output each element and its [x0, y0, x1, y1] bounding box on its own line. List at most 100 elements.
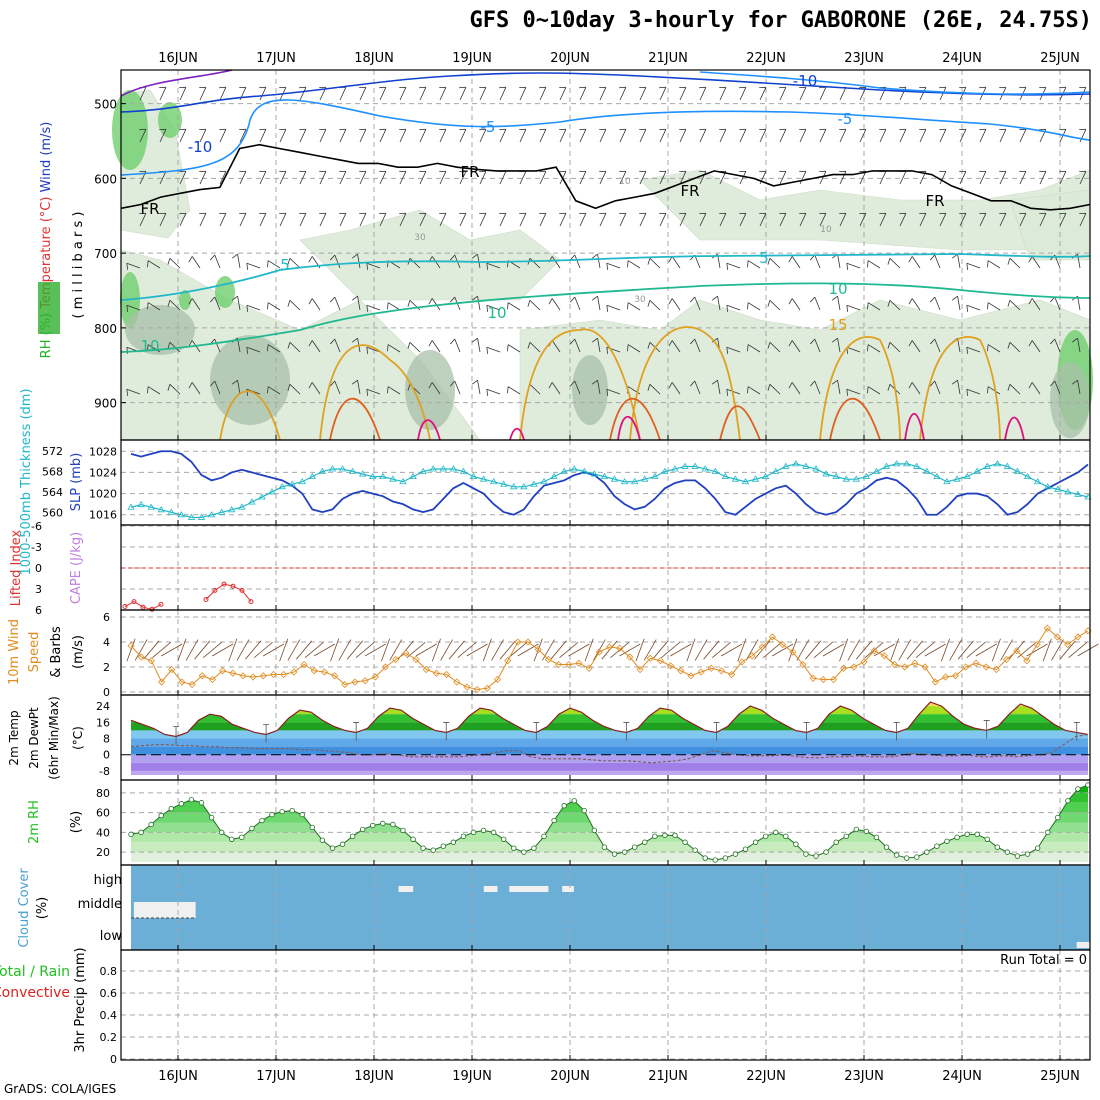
wind-barb [299, 212, 307, 227]
surface-barb-staff [966, 641, 986, 659]
rh-point [521, 849, 527, 855]
surface-barb-staff [822, 643, 845, 657]
barb-flag [308, 256, 313, 263]
thickness-point [137, 500, 145, 508]
barb-flag [479, 170, 486, 172]
temp-tick-label: 8 [103, 733, 110, 746]
barb-staff [966, 304, 981, 311]
lifted-index-point [122, 604, 128, 609]
surface-wind-barb [304, 641, 324, 659]
barb-staff [769, 299, 781, 311]
thickness-point [973, 467, 981, 474]
thickness-point [711, 467, 719, 474]
barb-flag [167, 300, 171, 307]
barb-staff [627, 260, 641, 269]
rh-point [631, 844, 638, 850]
wind-speed-point [280, 670, 288, 679]
top-x-label: 19JUN [452, 51, 492, 66]
wind-barb [759, 86, 767, 101]
wind-barb [287, 383, 301, 395]
wind-barb [199, 212, 207, 227]
wind-barb [351, 295, 361, 311]
wind-barb [399, 170, 407, 185]
wind-barb [407, 341, 421, 353]
barb-flag [439, 212, 446, 214]
barb-flag [619, 212, 626, 214]
surface-wind-barb [1051, 639, 1064, 661]
top-x-label: 18JUN [354, 51, 394, 66]
thickness-point [288, 480, 296, 487]
surface-barb-staff [924, 643, 946, 657]
top-x-label: 16JUN [158, 51, 198, 66]
surface-barb-staff [236, 639, 250, 661]
rh-point [571, 798, 577, 804]
thickness-point [369, 472, 377, 480]
barb-flag [279, 128, 286, 130]
wind-barb [450, 380, 461, 395]
thickness-point [197, 513, 206, 520]
slp-tick-label: 1016 [89, 509, 117, 522]
barb-flag [559, 170, 566, 172]
wind-speed-point [168, 665, 176, 674]
rh-point [470, 829, 477, 836]
wind-barb [668, 298, 681, 311]
wind-barb [839, 212, 847, 227]
barb-flag [859, 212, 866, 214]
barb-staff [477, 296, 481, 311]
wind-barb [319, 86, 327, 101]
barb-staff [979, 129, 987, 143]
wind-speed-point [728, 670, 736, 679]
wind-barb [788, 256, 801, 269]
barb-flag [987, 386, 989, 394]
barb-staff [1009, 341, 1021, 353]
wind-barb [366, 304, 381, 312]
thickness-point [409, 472, 417, 480]
wind-barb [979, 212, 987, 227]
surface-barb-staff [245, 640, 262, 660]
slp-tick-label: 1024 [89, 466, 117, 479]
wind-speed-point [249, 673, 257, 681]
barb-flag [126, 305, 129, 312]
wind-tick-label: 6 [103, 611, 110, 624]
barb-staff [379, 213, 387, 227]
surface-barb-staff [864, 641, 884, 659]
thickness-point [298, 477, 306, 485]
wind-speed-point [229, 669, 237, 677]
wind-speed-point [738, 658, 746, 666]
surface-barb-staff [1042, 638, 1052, 662]
barb-staff [419, 87, 427, 101]
barb-staff [1031, 298, 1041, 311]
surface-barb-staff [805, 640, 822, 660]
barb-flag [308, 382, 313, 389]
surface-wind-barb [1059, 640, 1076, 660]
wind-barb [267, 344, 281, 353]
wind-barb [1079, 212, 1087, 227]
wind-barb [619, 212, 627, 227]
barb-flag [486, 263, 489, 270]
thickness-point [872, 467, 881, 474]
wind-barb [519, 86, 527, 101]
wind-barb [690, 254, 701, 269]
wind-barb [979, 86, 987, 101]
lifted-index-point [131, 599, 137, 605]
wind-barb [439, 86, 447, 101]
precip-tick-label: 0.6 [100, 987, 118, 1000]
bottom-x-label: 24JUN [942, 1069, 982, 1084]
barb-staff [147, 386, 161, 395]
wind-barb [647, 299, 661, 311]
barb-staff [939, 171, 947, 185]
surface-barb-staff [253, 641, 273, 659]
wind-barb [1028, 382, 1041, 395]
wind-speed-point [300, 660, 308, 669]
wind-barb [359, 170, 367, 185]
surface-wind-barb [245, 640, 262, 660]
surface-wind-barb [762, 641, 782, 659]
wind-barb [747, 302, 761, 311]
barb-staff [191, 256, 201, 269]
wind-barb [339, 128, 347, 143]
wind-barb [1039, 212, 1047, 227]
wind-barb [987, 344, 1001, 353]
wind-barb [987, 260, 1001, 269]
wind-barb [639, 212, 647, 227]
temp-band [131, 754, 1088, 763]
